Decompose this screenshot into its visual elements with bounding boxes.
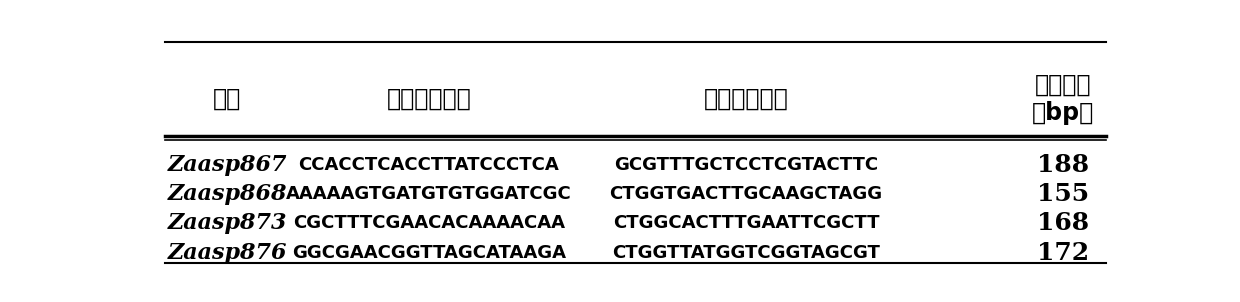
Text: AAAAAGTGATGTGTGGATCGC: AAAAAGTGATGTGTGGATCGC xyxy=(286,185,572,203)
Text: CTGGTTATGGTCGGTAGCGT: CTGGTTATGGTCGGTAGCGT xyxy=(613,243,880,262)
Text: CGCTTTCGAACACAAAACAA: CGCTTTCGAACACAAAACAA xyxy=(293,214,565,233)
Text: 左端引物序列: 左端引物序列 xyxy=(387,87,471,111)
Text: CCACCTCACCTTATCCCTCA: CCACCTCACCTTATCCCTCA xyxy=(299,156,559,174)
Text: 标记: 标记 xyxy=(213,87,242,111)
Text: Zaasp867: Zaasp867 xyxy=(167,154,286,176)
Text: 168: 168 xyxy=(1037,211,1089,236)
Text: 155: 155 xyxy=(1037,182,1089,206)
Text: CTGGTGACTTGCAAGCTAGG: CTGGTGACTTGCAAGCTAGG xyxy=(609,185,883,203)
Text: CTGGCACTTTGAATTCGCTT: CTGGCACTTTGAATTCGCTT xyxy=(613,214,879,233)
Text: 172: 172 xyxy=(1037,240,1089,265)
Text: Zaasp868: Zaasp868 xyxy=(167,183,286,205)
Text: Zaasp873: Zaasp873 xyxy=(167,212,286,234)
Text: 188: 188 xyxy=(1037,153,1089,177)
Text: Zaasp876: Zaasp876 xyxy=(167,242,286,264)
Text: GCGTTTGCTCCTCGTACTTC: GCGTTTGCTCCTCGTACTTC xyxy=(614,156,878,174)
Text: GGCGAACGGTTAGCATAAGA: GGCGAACGGTTAGCATAAGA xyxy=(291,243,565,262)
Text: 右端引物序列: 右端引物序列 xyxy=(703,87,789,111)
Text: 片段大小
（bp）: 片段大小 （bp） xyxy=(1032,73,1094,125)
